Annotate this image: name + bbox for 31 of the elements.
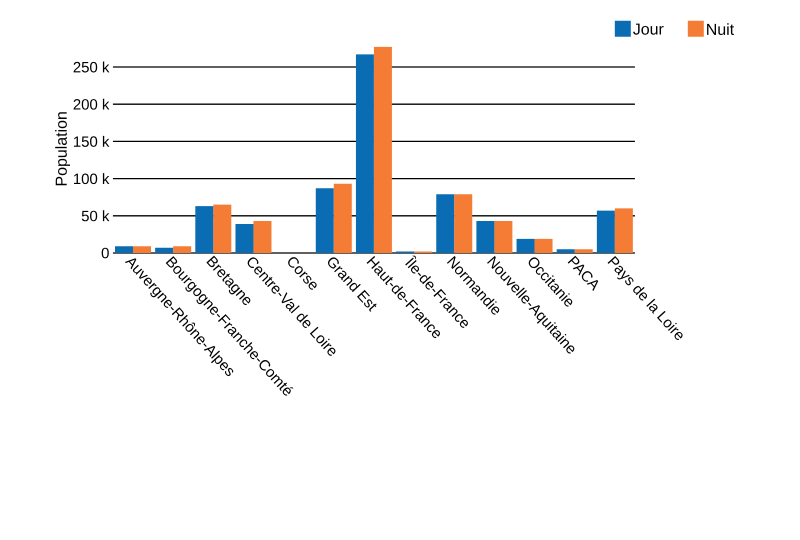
- y-tick-label: 200 k: [74, 98, 110, 110]
- bar: [556, 249, 575, 253]
- bar: [596, 210, 615, 253]
- bar: [195, 206, 214, 253]
- bar: [454, 194, 472, 253]
- y-axis-title: Population: [55, 112, 70, 186]
- bar: [476, 221, 494, 253]
- bar: [155, 248, 174, 253]
- bar: [253, 221, 272, 253]
- legend-label: Jour: [633, 24, 664, 35]
- bar: [436, 194, 454, 253]
- bar: [494, 221, 512, 253]
- bar: [356, 54, 374, 253]
- bar: [574, 249, 593, 253]
- bar: [334, 184, 352, 253]
- bar: [133, 246, 151, 253]
- bar: [213, 204, 232, 253]
- legend-label: Nuit: [707, 23, 734, 35]
- y-tick-label: 150 k: [74, 136, 110, 147]
- bar: [173, 246, 192, 253]
- bar: [374, 46, 392, 253]
- y-tick-label: 250 k: [74, 62, 110, 72]
- bar: [235, 224, 254, 253]
- bar: [115, 246, 133, 253]
- y-tick-label: 50 k: [82, 210, 110, 222]
- y-tick-label: 0: [102, 248, 109, 258]
- bar: [534, 238, 553, 253]
- bar: [614, 208, 633, 253]
- bar: [316, 188, 334, 253]
- bar: [516, 238, 535, 253]
- y-tick-label: 100 k: [74, 173, 110, 184]
